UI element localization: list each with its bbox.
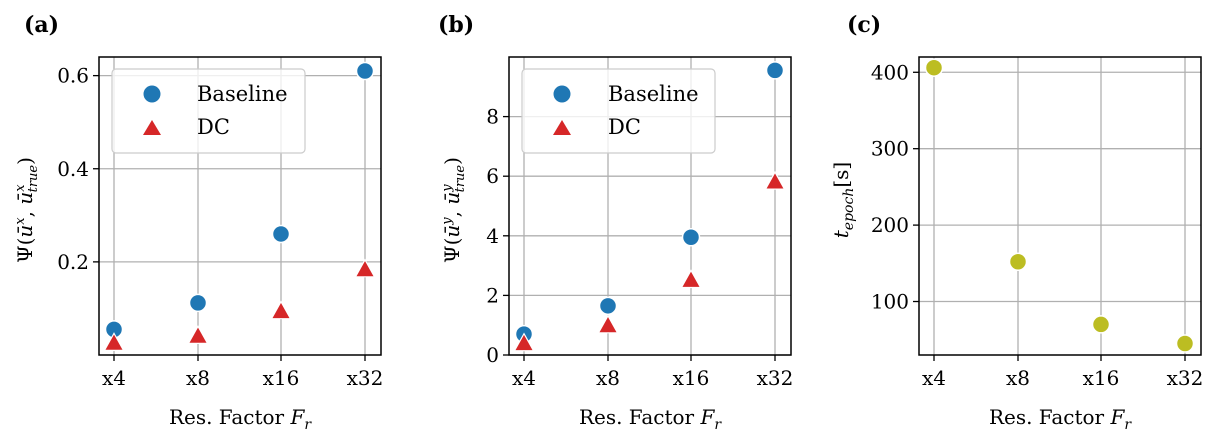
- panel-c-xlabel: Res. Factor Fr: [989, 405, 1132, 432]
- panel-c-yticks: 100 200 300 400: [871, 60, 919, 314]
- panel-c: (c) 100 200 300 400 x4 x8 x16 x32 Res. Factor …: [829, 12, 1203, 432]
- panel-b-ylabel: Ψ(ūy, ūytrue): [440, 157, 468, 263]
- data-point-baseline: [765, 61, 785, 80]
- panel-a-legend: Baseline DC: [111, 68, 306, 154]
- legend-baseline-label: Baseline: [197, 82, 288, 106]
- legend-box: [111, 68, 306, 154]
- legend-dc-label: DC: [608, 115, 641, 139]
- x-tick-label: x4: [102, 366, 126, 390]
- data-point-epoch-time: [1091, 315, 1111, 334]
- data-point-epoch-time: [1008, 252, 1028, 272]
- data-point-dc: [187, 325, 209, 344]
- panel-b-points: [513, 61, 786, 352]
- y-tick-label: 200: [871, 213, 909, 237]
- panel-c-frame: [918, 56, 1202, 356]
- y-tick-label: 300: [871, 137, 909, 161]
- panel-a-frame: [98, 56, 382, 356]
- data-point-dc: [764, 170, 786, 190]
- panel-a: (a) Baseline DC 0.2 0.4 0.6 x4 x8 x16 x32 Res…: [13, 12, 383, 432]
- y-tick-label: 6: [486, 164, 499, 188]
- x-tick-label: x8: [596, 366, 620, 390]
- x-tick-label: x32: [347, 366, 384, 390]
- data-point-baseline: [681, 228, 701, 247]
- panel-b-yticks: 0 2 4 6 8: [486, 105, 509, 367]
- y-tick-label: 0.6: [57, 64, 89, 88]
- data-point-epoch-time: [1175, 334, 1195, 353]
- legend-dc-label: DC: [197, 115, 230, 139]
- panel-c-grid: [919, 57, 1201, 355]
- panel-a-ylabel: Ψ(ūx, ūxtrue): [13, 157, 41, 263]
- data-point-dc: [513, 332, 535, 352]
- panel-a-xticks: x4 x8 x16 x32: [102, 355, 383, 390]
- y-tick-label: 0.2: [57, 250, 89, 274]
- panel-c-ylabel: tepoch[s]: [829, 162, 857, 238]
- data-point-epoch-time: [924, 58, 944, 77]
- legend-baseline-marker: [553, 85, 571, 103]
- panel-b-frame: [508, 56, 792, 356]
- legend-baseline-marker: [143, 85, 161, 103]
- panel-a-points: [103, 61, 376, 351]
- y-tick-label: 100: [871, 290, 909, 314]
- legend-baseline-label: Baseline: [608, 82, 699, 106]
- panel-c-letter: (c): [847, 12, 881, 38]
- data-point-dc: [103, 332, 125, 351]
- panel-b-letter: (b): [438, 12, 474, 38]
- panel-c-points: [924, 58, 1195, 353]
- y-tick-label: 8: [486, 105, 499, 129]
- x-tick-label: x32: [1167, 366, 1204, 390]
- panel-a-xlabel: Res. Factor Fr: [169, 405, 312, 432]
- panel-b: (b) Baseline DC 0 2 4 6 8 x4 x8 x16 x32 Res. Fa…: [438, 12, 793, 432]
- legend-dc-marker: [553, 120, 571, 135]
- data-point-baseline: [188, 293, 208, 313]
- data-point-baseline: [355, 61, 375, 81]
- x-tick-label: x16: [263, 366, 300, 390]
- legend-box: [521, 68, 716, 154]
- x-tick-label: x32: [757, 366, 794, 390]
- data-point-dc: [597, 314, 619, 334]
- y-tick-label: 0: [486, 343, 499, 367]
- y-tick-label: 0.4: [57, 157, 89, 181]
- x-tick-label: x16: [673, 366, 710, 390]
- panel-a-yticks: 0.2 0.4 0.6: [57, 64, 99, 274]
- y-tick-label: 4: [486, 224, 499, 248]
- panel-a-letter: (a): [24, 12, 59, 38]
- y-tick-label: 2: [486, 283, 499, 307]
- data-point-dc: [354, 258, 376, 278]
- legend-dc-marker: [143, 120, 161, 135]
- x-tick-label: x16: [1083, 366, 1120, 390]
- x-tick-label: x4: [512, 366, 536, 390]
- x-tick-label: x8: [1006, 366, 1030, 390]
- panel-b-xlabel: Res. Factor Fr: [579, 405, 722, 432]
- panel-b-xticks: x4 x8 x16 x32: [512, 355, 793, 390]
- x-tick-label: x8: [186, 366, 210, 390]
- panel-c-xticks: x4 x8 x16 x32: [922, 355, 1203, 390]
- data-point-dc: [680, 269, 702, 289]
- y-tick-label: 400: [871, 60, 909, 84]
- data-point-baseline: [598, 296, 618, 316]
- data-point-baseline: [271, 224, 291, 244]
- data-point-dc: [270, 300, 292, 320]
- x-tick-label: x4: [922, 366, 946, 390]
- panel-b-legend: Baseline DC: [521, 68, 716, 154]
